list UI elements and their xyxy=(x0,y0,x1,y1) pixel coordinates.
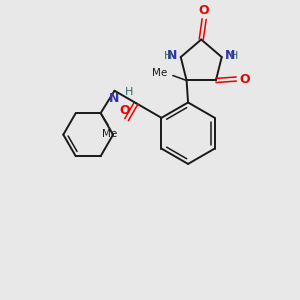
Text: N: N xyxy=(109,92,120,105)
Text: O: O xyxy=(239,73,250,85)
Text: Me: Me xyxy=(102,129,117,139)
Text: H: H xyxy=(164,51,172,61)
Text: N: N xyxy=(225,49,236,62)
Text: H: H xyxy=(230,51,238,61)
Text: O: O xyxy=(120,104,130,117)
Text: N: N xyxy=(167,49,177,62)
Text: H: H xyxy=(125,87,133,97)
Text: Me: Me xyxy=(152,68,168,78)
Text: O: O xyxy=(199,4,209,17)
